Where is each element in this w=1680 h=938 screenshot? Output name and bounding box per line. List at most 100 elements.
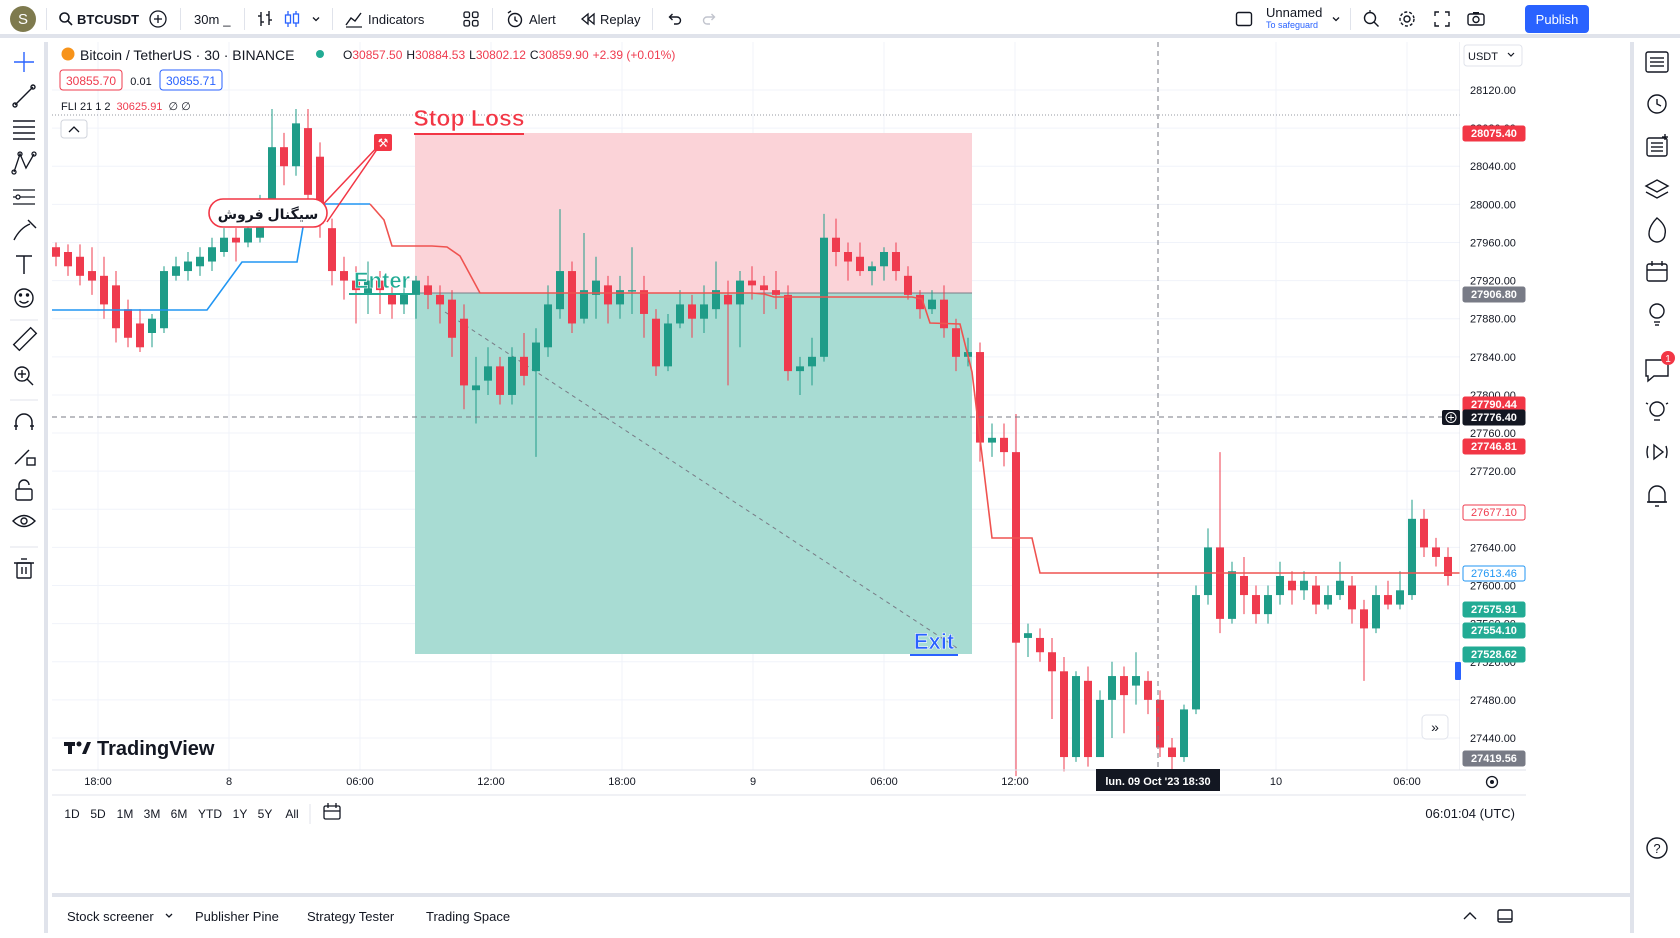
- range-button-6m[interactable]: 6M: [171, 807, 188, 821]
- lock-drawing-pencil-icon[interactable]: [14, 449, 36, 466]
- chevron-up-icon[interactable]: [1462, 909, 1478, 923]
- sell-button[interactable]: [59, 69, 123, 91]
- range-button-3m[interactable]: 3M: [144, 807, 161, 821]
- symbol-title[interactable]: Bitcoin / TetherUS · 30 · BINANCE: [80, 47, 294, 63]
- ruler-icon[interactable]: [12, 326, 38, 352]
- chart-type-dropdown[interactable]: [310, 0, 322, 38]
- templates-button[interactable]: [462, 0, 480, 38]
- object-tree-icon[interactable]: [1646, 134, 1668, 157]
- bell-icon[interactable]: [1647, 485, 1667, 507]
- fib-icon[interactable]: [13, 120, 35, 140]
- candle-body: [904, 275, 912, 295]
- tradingview-watermark: TradingView: [97, 738, 215, 760]
- maximize-panel-icon[interactable]: [1496, 908, 1514, 924]
- indicator-legend[interactable]: FLI 21 1 2 30625.91 ∅ ∅: [61, 101, 191, 113]
- enter-label[interactable]: Enter: [354, 268, 411, 294]
- symbol-search-button[interactable]: BTCUSDT: [58, 0, 139, 38]
- tab-strategy-tester[interactable]: Strategy Tester: [307, 909, 395, 924]
- candle-body: [1168, 747, 1176, 758]
- range-button-5y[interactable]: 5Y: [258, 807, 273, 821]
- calendar-icon[interactable]: [1646, 261, 1668, 282]
- lock-icon[interactable]: [15, 479, 33, 501]
- tab-publisher-pine[interactable]: Publisher Pine: [195, 909, 279, 924]
- trash-icon[interactable]: [14, 558, 34, 579]
- exit-label[interactable]: Exit: [914, 629, 956, 655]
- trend-line-icon[interactable]: [12, 84, 36, 108]
- candle-body: [1348, 585, 1356, 610]
- hammer-marker-icon[interactable]: [374, 134, 392, 151]
- alarm-icon[interactable]: [1647, 94, 1667, 114]
- candle-body: [604, 285, 612, 305]
- quick-search-button[interactable]: [1361, 0, 1381, 38]
- calendar-goto-icon[interactable]: [323, 803, 341, 820]
- compare-symbol-button[interactable]: [148, 0, 168, 38]
- candle-body: [304, 128, 312, 195]
- collapse-legend-button[interactable]: [60, 119, 88, 139]
- redo-button[interactable]: [702, 0, 718, 38]
- hotlist-flame-icon[interactable]: [1648, 217, 1667, 243]
- price-label-low: [1462, 750, 1526, 767]
- range-button-1m[interactable]: 1M: [117, 807, 134, 821]
- replay-button[interactable]: Replay: [580, 0, 640, 38]
- range-button-5d[interactable]: 5D: [90, 807, 106, 821]
- candle-body: [544, 304, 552, 348]
- price-chart[interactable]: ⚒ سیگنال فروش Stop Loss Enter Exit Bitco…: [52, 42, 1630, 850]
- indicators-button[interactable]: Indicators: [344, 0, 424, 38]
- magnet-icon[interactable]: [14, 413, 34, 430]
- interval-button[interactable]: 30m _: [194, 11, 231, 27]
- stream-play-icon[interactable]: [1646, 443, 1668, 461]
- fullscreen-button[interactable]: [1433, 0, 1451, 38]
- settings-gear-icon[interactable]: [1485, 775, 1499, 789]
- ideas-bulb-icon[interactable]: [1649, 303, 1665, 326]
- sell-signal-callout[interactable]: [208, 198, 328, 228]
- range-button-all[interactable]: All: [285, 807, 298, 821]
- help-icon[interactable]: [1646, 837, 1668, 859]
- chevron-down-icon: [165, 913, 173, 918]
- layers-icon[interactable]: [1644, 179, 1670, 199]
- tab-stock-screener[interactable]: Stock screener: [67, 909, 175, 924]
- help-question-mark: ?: [1653, 841, 1660, 856]
- layout-name-button[interactable]: Unnamed To safeguard: [1266, 5, 1323, 30]
- zoom-in-icon[interactable]: [14, 366, 34, 386]
- chart-pane[interactable]: ⚒ سیگنال فروش Stop Loss Enter Exit Bitco…: [52, 42, 1630, 850]
- prediction-icon[interactable]: [13, 189, 35, 205]
- eye-icon[interactable]: [12, 514, 36, 528]
- range-button-ytd[interactable]: YTD: [198, 807, 222, 821]
- candle-body: [1408, 518, 1416, 596]
- settings-button[interactable]: [1397, 0, 1417, 38]
- scroll-to-realtime-button[interactable]: [1421, 714, 1449, 740]
- snapshot-button[interactable]: [1466, 0, 1486, 38]
- range-button-1y[interactable]: 1Y: [233, 807, 248, 821]
- watchlist-icon[interactable]: [1645, 51, 1669, 73]
- text-icon[interactable]: [16, 255, 32, 274]
- candles-style-button[interactable]: [283, 0, 301, 38]
- buy-price: 30855.71: [166, 74, 216, 88]
- buy-button[interactable]: [159, 69, 223, 91]
- divider: [652, 8, 653, 30]
- clock-display[interactable]: 06:01:04 (UTC): [1425, 806, 1515, 821]
- emoji-icon[interactable]: [14, 288, 34, 308]
- range-button-1d[interactable]: 1D: [64, 807, 80, 821]
- candle-body: [340, 271, 348, 281]
- pattern-icon[interactable]: [11, 151, 37, 175]
- stop-loss-label[interactable]: Stop Loss: [413, 105, 525, 132]
- alert-marker[interactable]: [1455, 662, 1461, 680]
- tab-trading-space[interactable]: Trading Space: [426, 909, 511, 924]
- divider: [244, 8, 245, 30]
- layout-dropdown[interactable]: [1330, 0, 1342, 38]
- crosshair-icon[interactable]: [14, 52, 34, 72]
- price-label-text: 27528.62: [1471, 649, 1517, 661]
- crosshair-time-label: [1096, 769, 1220, 791]
- user-avatar[interactable]: S: [10, 6, 36, 32]
- undo-button[interactable]: [666, 0, 682, 38]
- tips-bulb-icon[interactable]: [1645, 401, 1669, 421]
- layout-checkbox[interactable]: [1235, 0, 1253, 38]
- candle-body: [136, 323, 144, 348]
- brush-icon[interactable]: [13, 219, 37, 241]
- candle-body: [1096, 699, 1104, 758]
- bar-style-button[interactable]: [256, 0, 274, 38]
- candle-body: [1000, 437, 1008, 453]
- alert-button[interactable]: Alert: [505, 0, 556, 38]
- currency-dropdown[interactable]: [1463, 44, 1523, 67]
- publish-button[interactable]: Publish: [1525, 5, 1589, 33]
